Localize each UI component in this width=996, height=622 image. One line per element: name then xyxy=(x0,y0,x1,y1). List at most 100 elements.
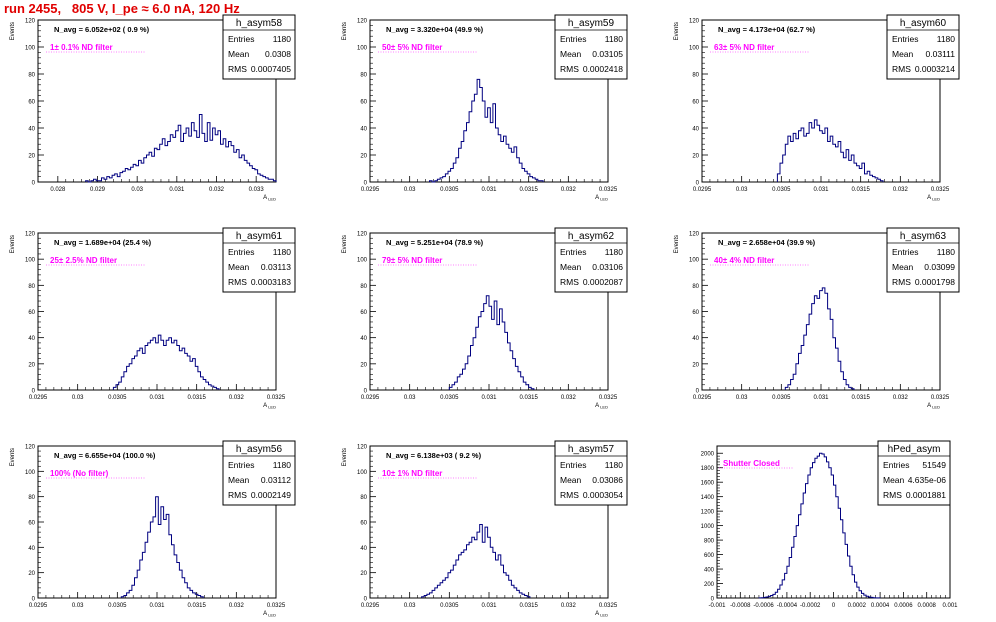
x-tick-label: 0.032 xyxy=(229,603,245,609)
stats-title: h_asym58 xyxy=(236,18,283,29)
x-tick-label: 0.0325 xyxy=(931,395,950,401)
navg-annotation: N_avg = 6.138e+03 ( 9.2 %) xyxy=(386,451,482,460)
y-axis-label: Events xyxy=(342,448,348,466)
x-axis-label: A LED xyxy=(595,611,608,618)
histogram-panel-h_asym58: 0 20 40 60 80 100 120 0.028 0.029 0.03 0.031 0.032 0… xyxy=(10,14,296,202)
x-tick-label: 0.0295 xyxy=(361,187,380,193)
y-tick-label: 100 xyxy=(357,470,368,476)
stats-box xyxy=(554,14,628,80)
stats-label: Mean xyxy=(560,262,582,272)
stats-box xyxy=(222,14,296,80)
y-tick-label: 20 xyxy=(360,154,367,160)
x-tick-label: 0.03 xyxy=(131,187,143,193)
y-tick-label: 40 xyxy=(28,127,35,133)
y-tick-label: 120 xyxy=(25,445,36,451)
filter-annotation: 100% (No filter) xyxy=(50,469,109,478)
x-tick-label: 0.028 xyxy=(50,187,66,193)
x-tick-label: 0.0295 xyxy=(29,603,48,609)
x-tick-label: -0.0006 xyxy=(753,603,774,609)
y-tick-label: 600 xyxy=(704,553,715,559)
stats-title: hPed_asym xyxy=(888,444,941,455)
stats-label: Entries xyxy=(892,247,918,257)
y-tick-label: 60 xyxy=(28,310,35,316)
stats-value: 4.635e-06 xyxy=(908,475,947,485)
histogram-line xyxy=(421,524,531,598)
histogram-panel-h_asym63: 0 20 40 60 80 100 120 0.0295 0.03 0.0305 0.031 0.03… xyxy=(674,227,960,410)
histogram-line xyxy=(448,295,535,390)
x-tick-label: 0.032 xyxy=(893,395,909,401)
stats-value: 1180 xyxy=(605,460,624,470)
stats-value: 0.0002418 xyxy=(583,64,623,74)
histogram-panel-h_asym56: 0 20 40 60 80 100 120 0.0295 0.03 0.0305 0.031 0.03… xyxy=(10,440,296,618)
y-tick-label: 120 xyxy=(689,232,700,238)
stats-box xyxy=(886,227,960,293)
x-tick-label: 0.0325 xyxy=(599,187,618,193)
y-tick-label: 200 xyxy=(704,582,715,588)
y-tick-label: 80 xyxy=(692,284,699,290)
filter-annotation: 63± 5% ND filter xyxy=(714,43,774,52)
x-tick-label: 0.032 xyxy=(209,187,225,193)
x-tick-label: 0.0004 xyxy=(871,603,890,609)
x-tick-label: 0.0305 xyxy=(772,395,791,401)
x-axis-label: A LED xyxy=(263,195,276,202)
x-tick-label: -0.001 xyxy=(708,603,726,609)
stats-value: 1180 xyxy=(273,34,292,44)
y-tick-label: 80 xyxy=(28,284,35,290)
y-tick-label: 20 xyxy=(692,154,699,160)
y-tick-label: 80 xyxy=(360,73,367,79)
y-tick-label: 100 xyxy=(357,46,368,52)
stats-value: 0.03086 xyxy=(592,475,623,485)
y-tick-label: 60 xyxy=(28,100,35,106)
histogram-line xyxy=(112,334,220,390)
x-tick-label: 0.0295 xyxy=(693,395,712,401)
navg-annotation: N_avg = 1.689e+04 (25.4 %) xyxy=(54,238,152,247)
y-axis-label: Events xyxy=(674,235,680,253)
navg-annotation: N_avg = 2.658e+04 (39.9 %) xyxy=(718,238,816,247)
y-tick-label: 40 xyxy=(360,336,367,342)
stats-value: 0.03099 xyxy=(924,262,955,272)
stats-label: Entries xyxy=(892,34,918,44)
stats-box xyxy=(554,440,628,506)
stats-title: h_asym56 xyxy=(236,444,283,455)
x-tick-label: 0.0006 xyxy=(894,603,913,609)
navg-annotation: N_avg = 5.251e+04 (78.9 %) xyxy=(386,238,484,247)
stats-value: 0.0003054 xyxy=(583,490,623,500)
y-tick-label: 1600 xyxy=(701,481,715,487)
stats-value: 1180 xyxy=(605,34,624,44)
x-tick-label: 0.0305 xyxy=(440,187,459,193)
y-tick-label: 120 xyxy=(689,19,700,25)
y-tick-label: 20 xyxy=(28,154,35,160)
x-tick-label: 0.0315 xyxy=(519,603,538,609)
y-tick-label: 0 xyxy=(32,181,36,187)
stats-label: Entries xyxy=(228,34,254,44)
histogram-panel-h_asym61: 0 20 40 60 80 100 120 0.0295 0.03 0.0305 0.031 0.03… xyxy=(10,227,296,410)
stats-value: 0.0001881 xyxy=(906,490,946,500)
stats-value: 0.03112 xyxy=(261,475,291,485)
stats-value: 51549 xyxy=(922,460,946,470)
x-axis-label: A LED xyxy=(263,611,276,618)
y-tick-label: 40 xyxy=(28,546,35,552)
y-axis-label: Events xyxy=(10,448,16,466)
y-tick-label: 100 xyxy=(25,258,36,264)
histogram-panel-h_asym57: 0 20 40 60 80 100 120 0.0295 0.03 0.0305 0.031 0.03… xyxy=(342,440,628,618)
x-tick-label: 0.03 xyxy=(72,395,84,401)
stats-value: 0.0003183 xyxy=(251,277,291,287)
x-tick-label: 0 xyxy=(832,603,836,609)
stats-label: Mean xyxy=(228,49,250,59)
stats-box xyxy=(222,440,296,506)
stats-label: Mean xyxy=(228,475,250,485)
x-tick-label: 0.03 xyxy=(736,395,748,401)
x-tick-label: 0.0315 xyxy=(851,395,870,401)
y-tick-label: 100 xyxy=(689,258,700,264)
stats-title: h_asym59 xyxy=(568,18,615,29)
y-tick-label: 20 xyxy=(360,571,367,577)
x-tick-label: 0.0305 xyxy=(440,603,459,609)
stats-label: Mean xyxy=(560,475,582,485)
x-tick-label: -0.0008 xyxy=(730,603,751,609)
y-tick-label: 120 xyxy=(357,19,368,25)
stats-box xyxy=(886,14,960,80)
stats-title: h_asym61 xyxy=(236,231,283,242)
stats-title: h_asym60 xyxy=(900,18,947,29)
y-tick-label: 40 xyxy=(28,336,35,342)
stats-value: 0.03113 xyxy=(261,262,291,272)
